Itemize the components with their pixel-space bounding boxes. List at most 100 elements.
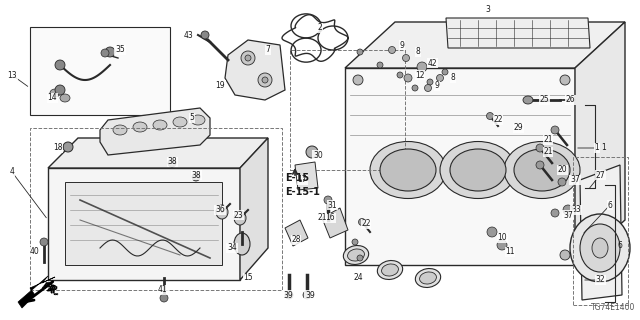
Polygon shape bbox=[322, 208, 348, 238]
Text: 8: 8 bbox=[451, 74, 456, 83]
Text: 9: 9 bbox=[435, 82, 440, 91]
Ellipse shape bbox=[580, 224, 620, 272]
Text: 9: 9 bbox=[399, 41, 404, 50]
Text: 28: 28 bbox=[291, 236, 301, 244]
Polygon shape bbox=[580, 165, 622, 300]
Ellipse shape bbox=[504, 141, 580, 198]
Circle shape bbox=[536, 161, 544, 169]
Text: 14: 14 bbox=[47, 93, 57, 102]
Ellipse shape bbox=[450, 149, 506, 191]
Polygon shape bbox=[295, 162, 318, 190]
Text: 7: 7 bbox=[266, 45, 271, 54]
Text: 35: 35 bbox=[115, 45, 125, 54]
Circle shape bbox=[397, 72, 403, 78]
Text: 22: 22 bbox=[493, 116, 503, 124]
Circle shape bbox=[377, 62, 383, 68]
Circle shape bbox=[558, 178, 566, 186]
Text: 38: 38 bbox=[191, 171, 201, 180]
Text: 42: 42 bbox=[427, 59, 437, 68]
Bar bbox=[290, 50, 405, 170]
Ellipse shape bbox=[173, 117, 187, 127]
Ellipse shape bbox=[343, 245, 369, 264]
Text: 25: 25 bbox=[539, 95, 549, 105]
Polygon shape bbox=[65, 182, 222, 265]
Circle shape bbox=[563, 205, 573, 215]
Circle shape bbox=[55, 85, 65, 95]
Circle shape bbox=[497, 240, 507, 250]
Circle shape bbox=[306, 146, 318, 158]
Ellipse shape bbox=[192, 173, 200, 181]
Ellipse shape bbox=[381, 264, 399, 276]
Circle shape bbox=[324, 196, 332, 204]
Text: 31: 31 bbox=[327, 201, 337, 210]
Circle shape bbox=[487, 227, 497, 237]
Text: 18: 18 bbox=[53, 143, 63, 153]
Text: 3: 3 bbox=[486, 5, 490, 14]
Circle shape bbox=[357, 255, 363, 261]
Text: 17: 17 bbox=[297, 175, 307, 185]
Circle shape bbox=[404, 74, 412, 82]
Ellipse shape bbox=[370, 141, 446, 198]
Circle shape bbox=[358, 219, 365, 226]
Text: 2: 2 bbox=[317, 23, 323, 33]
Text: E-15-1: E-15-1 bbox=[285, 187, 320, 197]
Circle shape bbox=[241, 51, 255, 65]
Circle shape bbox=[560, 250, 570, 260]
Ellipse shape bbox=[440, 141, 516, 198]
Text: 15: 15 bbox=[243, 274, 253, 283]
Ellipse shape bbox=[388, 46, 396, 53]
Circle shape bbox=[536, 144, 544, 152]
Circle shape bbox=[105, 47, 115, 57]
Text: FR.: FR. bbox=[40, 281, 61, 299]
Ellipse shape bbox=[570, 214, 630, 282]
Ellipse shape bbox=[378, 260, 403, 279]
Text: 21: 21 bbox=[317, 213, 327, 222]
Circle shape bbox=[560, 75, 570, 85]
Ellipse shape bbox=[113, 125, 127, 135]
Ellipse shape bbox=[153, 120, 167, 130]
Text: 19: 19 bbox=[215, 81, 225, 90]
Circle shape bbox=[55, 60, 65, 70]
Ellipse shape bbox=[234, 233, 250, 255]
Circle shape bbox=[551, 209, 559, 217]
Circle shape bbox=[486, 113, 493, 119]
Polygon shape bbox=[18, 276, 55, 308]
Text: 36: 36 bbox=[215, 205, 225, 214]
Text: 1: 1 bbox=[595, 143, 600, 153]
Polygon shape bbox=[48, 138, 268, 168]
Polygon shape bbox=[100, 108, 210, 155]
Ellipse shape bbox=[420, 272, 436, 284]
Circle shape bbox=[303, 291, 311, 299]
Ellipse shape bbox=[415, 268, 441, 287]
Circle shape bbox=[353, 250, 363, 260]
Circle shape bbox=[551, 126, 559, 134]
Text: 39: 39 bbox=[283, 291, 293, 300]
Circle shape bbox=[352, 239, 358, 245]
Text: 30: 30 bbox=[313, 150, 323, 159]
Circle shape bbox=[40, 238, 48, 246]
Ellipse shape bbox=[216, 205, 228, 219]
Text: 40: 40 bbox=[30, 247, 40, 257]
Text: 34: 34 bbox=[227, 244, 237, 252]
Text: 4: 4 bbox=[10, 167, 15, 177]
Ellipse shape bbox=[436, 75, 444, 82]
Circle shape bbox=[417, 62, 427, 72]
Polygon shape bbox=[345, 22, 625, 68]
Text: 6: 6 bbox=[607, 201, 612, 210]
Circle shape bbox=[442, 69, 448, 75]
Ellipse shape bbox=[348, 249, 364, 261]
Text: 12: 12 bbox=[415, 70, 425, 79]
Circle shape bbox=[427, 79, 433, 85]
Circle shape bbox=[245, 55, 251, 61]
Circle shape bbox=[412, 85, 418, 91]
Ellipse shape bbox=[403, 54, 410, 61]
Text: 32: 32 bbox=[595, 276, 605, 284]
Text: 20: 20 bbox=[557, 165, 567, 174]
Polygon shape bbox=[446, 18, 590, 48]
Circle shape bbox=[63, 142, 73, 152]
Ellipse shape bbox=[133, 122, 147, 132]
Text: 21: 21 bbox=[543, 148, 553, 156]
Ellipse shape bbox=[191, 115, 205, 125]
Bar bbox=[573, 157, 628, 305]
Polygon shape bbox=[285, 220, 308, 246]
